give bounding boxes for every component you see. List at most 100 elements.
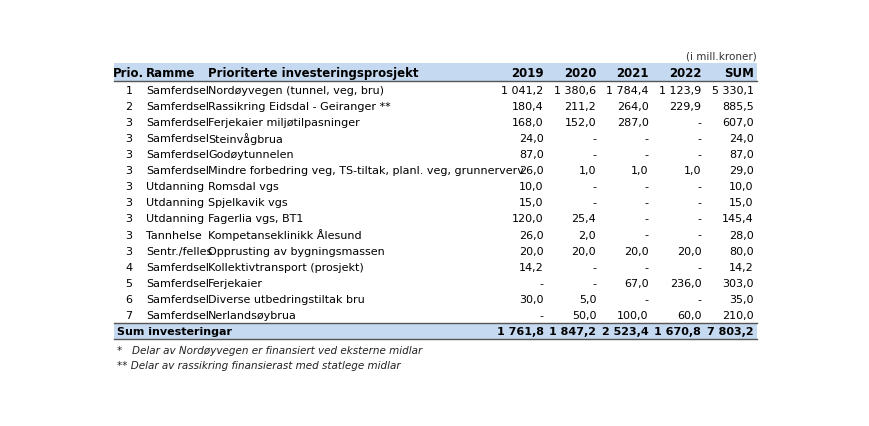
Text: 2021: 2021 <box>616 67 649 80</box>
Text: 1 670,8: 1 670,8 <box>654 326 701 337</box>
Bar <box>114 307 757 323</box>
Text: 25,4: 25,4 <box>572 214 596 224</box>
Text: Mindre forbedring veg, TS-tiltak, planl. veg, grunnerverv: Mindre forbedring veg, TS-tiltak, planl.… <box>209 166 524 176</box>
Text: -: - <box>645 230 649 240</box>
Text: -: - <box>645 198 649 208</box>
Text: 100,0: 100,0 <box>617 311 649 320</box>
Text: Ramme: Ramme <box>146 67 196 80</box>
Text: Kollektivtransport (prosjekt): Kollektivtransport (prosjekt) <box>209 262 364 272</box>
Bar <box>114 195 757 211</box>
Text: 2022: 2022 <box>669 67 701 80</box>
Text: 229,9: 229,9 <box>669 101 701 111</box>
Text: Spjelkavik vgs: Spjelkavik vgs <box>209 198 288 208</box>
Text: 6: 6 <box>125 294 132 304</box>
Text: -: - <box>697 262 701 272</box>
Text: 60,0: 60,0 <box>677 311 701 320</box>
Text: 1,0: 1,0 <box>579 166 596 176</box>
Text: Utdanning: Utdanning <box>146 198 204 208</box>
Text: Samferdsel: Samferdsel <box>146 166 209 176</box>
Text: 20,0: 20,0 <box>519 246 544 256</box>
Text: -: - <box>697 182 701 192</box>
Text: Sum investeringar: Sum investeringar <box>116 326 232 337</box>
Text: -: - <box>645 262 649 272</box>
Bar <box>114 259 757 275</box>
Text: -: - <box>697 230 701 240</box>
Bar <box>114 323 757 340</box>
Text: -: - <box>697 150 701 160</box>
Text: 2020: 2020 <box>564 67 596 80</box>
Text: 24,0: 24,0 <box>519 133 544 144</box>
Text: 145,4: 145,4 <box>722 214 753 224</box>
Bar <box>114 64 757 82</box>
Text: 7: 7 <box>125 311 132 320</box>
Text: 28,0: 28,0 <box>729 230 753 240</box>
Text: Samferdsel: Samferdsel <box>146 150 209 160</box>
Bar <box>114 179 757 195</box>
Text: 3: 3 <box>125 214 132 224</box>
Text: 20,0: 20,0 <box>677 246 701 256</box>
Text: 1 847,2: 1 847,2 <box>549 326 596 337</box>
Text: 1 041,2: 1 041,2 <box>501 85 544 95</box>
Text: -: - <box>592 198 596 208</box>
Text: -: - <box>540 311 544 320</box>
Text: Samferdsel: Samferdsel <box>146 262 209 272</box>
Text: 5: 5 <box>125 278 132 288</box>
Text: Samferdsel: Samferdsel <box>146 278 209 288</box>
Text: Ferjekaier miljøtilpasninger: Ferjekaier miljøtilpasninger <box>209 118 360 127</box>
Text: 35,0: 35,0 <box>729 294 753 304</box>
Text: 3: 3 <box>125 230 132 240</box>
Text: 210,0: 210,0 <box>722 311 753 320</box>
Text: -: - <box>645 214 649 224</box>
Text: 87,0: 87,0 <box>729 150 753 160</box>
Text: 3: 3 <box>125 182 132 192</box>
Bar <box>114 211 757 227</box>
Text: Godøytunnelen: Godøytunnelen <box>209 150 294 160</box>
Text: 3: 3 <box>125 166 132 176</box>
Text: 607,0: 607,0 <box>722 118 753 127</box>
Text: *   Delar av Nordøyvegen er finansiert ved eksterne midlar: * Delar av Nordøyvegen er finansiert ved… <box>117 345 422 355</box>
Text: 1 123,9: 1 123,9 <box>659 85 701 95</box>
Text: 2019: 2019 <box>511 67 544 80</box>
Text: 1 761,8: 1 761,8 <box>497 326 544 337</box>
Text: 20,0: 20,0 <box>624 246 649 256</box>
Text: 67,0: 67,0 <box>624 278 649 288</box>
Text: -: - <box>645 182 649 192</box>
Text: 15,0: 15,0 <box>729 198 753 208</box>
Text: -: - <box>592 278 596 288</box>
Text: 4: 4 <box>125 262 132 272</box>
Text: 1: 1 <box>125 85 132 95</box>
Text: 1 380,6: 1 380,6 <box>554 85 596 95</box>
Text: Nordøyvegen (tunnel, veg, bru): Nordøyvegen (tunnel, veg, bru) <box>209 85 384 95</box>
Text: -: - <box>697 294 701 304</box>
Text: 26,0: 26,0 <box>519 230 544 240</box>
Text: Samferdsel: Samferdsel <box>146 85 209 95</box>
Text: 29,0: 29,0 <box>729 166 753 176</box>
Text: 24,0: 24,0 <box>729 133 753 144</box>
Text: Prio.: Prio. <box>113 67 144 80</box>
Text: 287,0: 287,0 <box>617 118 649 127</box>
Text: -: - <box>592 133 596 144</box>
Text: 50,0: 50,0 <box>572 311 596 320</box>
Text: 10,0: 10,0 <box>519 182 544 192</box>
Text: Rassikring Eidsdal - Geiranger **: Rassikring Eidsdal - Geiranger ** <box>209 101 391 111</box>
Text: Steinvågbrua: Steinvågbrua <box>209 132 283 144</box>
Text: 5,0: 5,0 <box>579 294 596 304</box>
Text: -: - <box>592 150 596 160</box>
Text: 1,0: 1,0 <box>631 166 649 176</box>
Text: 3: 3 <box>125 118 132 127</box>
Text: ** Delar av rassikring finansierast med statlege midlar: ** Delar av rassikring finansierast med … <box>117 361 401 371</box>
Text: -: - <box>697 133 701 144</box>
Text: Samferdsel: Samferdsel <box>146 294 209 304</box>
Text: 885,5: 885,5 <box>722 101 753 111</box>
Text: Samferdsel: Samferdsel <box>146 133 209 144</box>
Text: 2 523,4: 2 523,4 <box>602 326 649 337</box>
Text: 2,0: 2,0 <box>579 230 596 240</box>
Text: 1,0: 1,0 <box>684 166 701 176</box>
Text: Kompetanseklinikk Ålesund: Kompetanseklinikk Ålesund <box>209 229 362 241</box>
Text: -: - <box>645 133 649 144</box>
Text: 211,2: 211,2 <box>565 101 596 111</box>
Text: 30,0: 30,0 <box>519 294 544 304</box>
Bar <box>114 243 757 259</box>
Text: 264,0: 264,0 <box>617 101 649 111</box>
Text: 236,0: 236,0 <box>670 278 701 288</box>
